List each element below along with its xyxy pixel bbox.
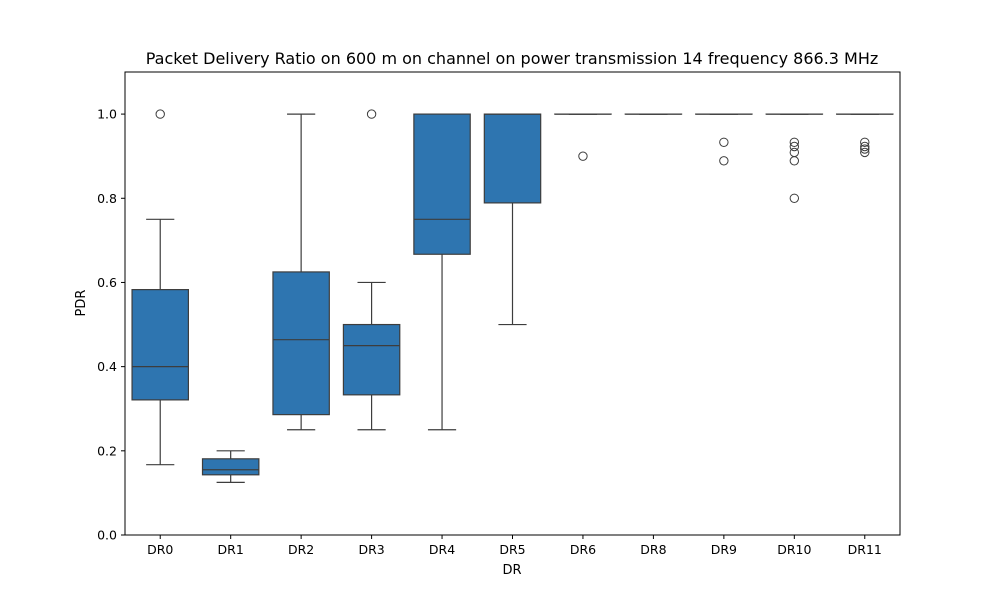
x-axis-label: DR [502, 563, 521, 578]
outlier-point [860, 147, 870, 158]
x-tick-label: DR6 [570, 542, 596, 557]
outlier-point [366, 109, 377, 119]
box [201, 458, 260, 476]
x-tick-label: DR8 [640, 542, 666, 557]
chart-title: Packet Delivery Ratio on 600 m on channe… [146, 49, 879, 68]
x-tick-label: DR1 [218, 542, 244, 557]
y-tick-label: 0.2 [97, 443, 117, 458]
y-axis-label: PDR [74, 290, 89, 317]
box-group-dr1 [201, 450, 260, 483]
outlier-point [860, 141, 870, 152]
outlier-point [789, 147, 800, 158]
outlier-point [789, 137, 800, 147]
box [272, 271, 330, 416]
x-tick-label: DR10 [777, 542, 811, 557]
y-tick-label: 1.0 [97, 107, 117, 122]
outlier-point [860, 137, 870, 147]
outlier-point [578, 151, 588, 161]
x-tick-label: DR5 [499, 542, 525, 557]
outlier-point [789, 156, 800, 166]
box-group-dr0 [131, 109, 190, 466]
box [483, 113, 542, 204]
box-group-dr11 [835, 113, 894, 158]
x-tick-label: DR4 [429, 542, 455, 557]
outlier-point [155, 109, 165, 119]
outlier-point [860, 144, 870, 154]
box-group-dr10 [765, 113, 824, 203]
box-group-dr9 [695, 113, 753, 166]
box [413, 113, 471, 255]
outlier-point [719, 137, 729, 147]
y-axis: 0.0 0.2 0.4 0.6 0.8 1.0 [97, 107, 125, 543]
box [131, 289, 190, 401]
box-group-dr4 [413, 113, 471, 431]
y-tick-label: 0.8 [97, 191, 117, 206]
x-tick-label: DR11 [848, 542, 882, 557]
outlier-point [719, 156, 729, 166]
y-tick-label: 0.0 [97, 528, 117, 543]
x-tick-label: DR3 [358, 542, 384, 557]
y-tick-label: 0.6 [97, 275, 117, 290]
plot-area [131, 109, 894, 483]
x-tick-label: DR9 [711, 542, 737, 557]
box-group-dr6 [554, 113, 612, 161]
y-tick-label: 0.4 [97, 359, 117, 374]
box-group-dr3 [342, 109, 401, 431]
x-tick-label: DR2 [288, 542, 314, 557]
box-group-dr2 [272, 113, 330, 431]
box [342, 323, 401, 396]
outlier-point [789, 193, 800, 203]
x-tick-label: DR0 [147, 542, 173, 557]
box-group-dr5 [483, 113, 542, 326]
x-axis: DR0 DR1 DR2 DR3 DR4 DR5 DR6 DR8 DR9 DR10 DR11 [147, 535, 882, 557]
outlier-point [789, 141, 800, 152]
